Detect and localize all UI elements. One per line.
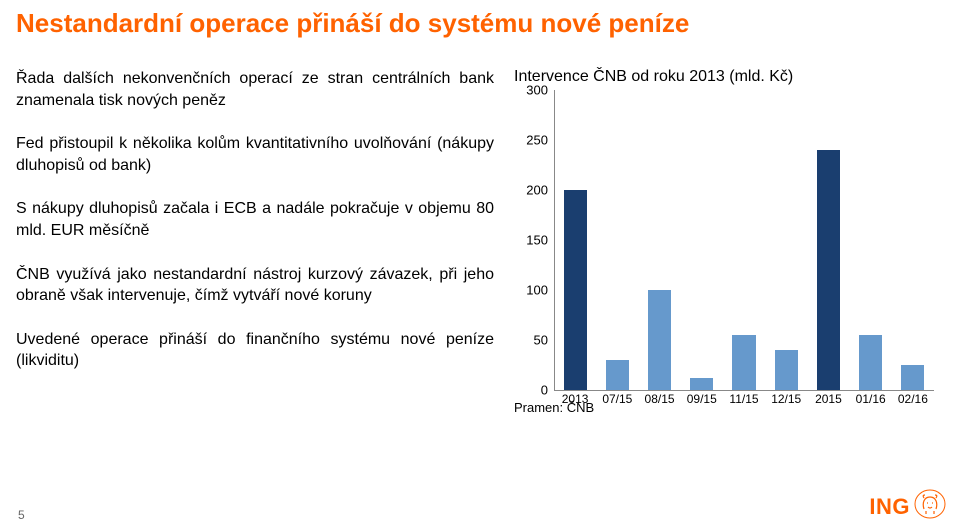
y-tick-label: 150 [514,233,548,248]
x-tick-label: 02/16 [898,392,928,406]
ing-logo: ING [869,489,946,524]
chart-column: Intervence ČNB od roku 2013 (mld. Kč) 0 5… [514,68,944,420]
paragraph-2: Fed přistoupil k několika kolům kvantita… [16,133,494,176]
y-axis: 050100150200250300 [514,90,552,390]
paragraph-3: S nákupy dluhopisů začala i ECB a nadále… [16,198,494,241]
chart-title: Intervence ČNB od roku 2013 (mld. Kč) [514,68,944,86]
x-axis-line [554,390,934,391]
y-tick-label: 50 [514,333,548,348]
x-tick-label: 11/15 [729,392,758,406]
page-number: 5 [18,508,25,522]
page-title: Nestandardní operace přináší do systému … [16,8,689,39]
x-tick-label: 12/15 [771,392,801,406]
paragraph-5: Uvedené operace přináší do finančního sy… [16,329,494,372]
chart-bar [775,350,798,390]
paragraph-4: ČNB využívá jako nestandardní nástroj ku… [16,264,494,307]
chart-source: Pramen: ČNB [514,400,594,415]
chart-bar [901,365,924,390]
x-axis: 201307/1508/1509/1511/1512/15201501/1602… [554,392,934,412]
chart-bar [690,378,713,390]
chart-bar [859,335,882,390]
chart-bar [732,335,755,390]
paragraph-1: Řada dalších nekonvenčních operací ze st… [16,68,494,111]
y-tick-label: 100 [514,283,548,298]
x-tick-label: 01/16 [856,392,886,406]
y-tick-label: 0 [514,383,548,398]
x-tick-label: 2015 [815,392,842,406]
y-tick-label: 250 [514,133,548,148]
chart-bar [606,360,629,390]
x-tick-label: 09/15 [687,392,717,406]
y-tick-label: 200 [514,183,548,198]
chart-bar [564,190,587,390]
x-tick-label: 07/15 [602,392,632,406]
y-tick-label: 300 [514,83,548,98]
chart-bar [648,290,671,390]
chart-area: 050100150200250300 201307/1508/1509/1511… [514,90,944,420]
logo-text: ING [869,494,910,520]
chart-bar [817,150,840,390]
chart-plot [554,90,934,390]
x-tick-label: 08/15 [645,392,675,406]
content-area: Řada dalších nekonvenčních operací ze st… [16,68,944,420]
text-column: Řada dalších nekonvenčních operací ze st… [16,68,514,420]
lion-icon [914,489,946,524]
